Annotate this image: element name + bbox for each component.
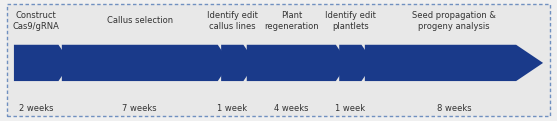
Text: Identify edit
plantlets: Identify edit plantlets xyxy=(325,11,376,31)
Text: Seed propagation &
progeny analysis: Seed propagation & progeny analysis xyxy=(412,11,496,31)
Text: Plant
regeneration: Plant regeneration xyxy=(264,11,319,31)
Text: 8 weeks: 8 weeks xyxy=(437,104,471,113)
Text: 2 weeks: 2 weeks xyxy=(19,104,53,113)
Text: 1 week: 1 week xyxy=(217,104,247,113)
Text: 1 week: 1 week xyxy=(335,104,365,113)
Text: 7 weeks: 7 weeks xyxy=(123,104,157,113)
Polygon shape xyxy=(62,45,230,81)
Polygon shape xyxy=(221,45,256,81)
Text: Identify edit
callus lines: Identify edit callus lines xyxy=(207,11,258,31)
Text: Callus selection: Callus selection xyxy=(107,16,173,25)
Polygon shape xyxy=(339,45,374,81)
Polygon shape xyxy=(14,45,71,81)
FancyBboxPatch shape xyxy=(7,4,550,116)
Polygon shape xyxy=(365,45,543,81)
Text: Construct
Cas9/gRNA: Construct Cas9/gRNA xyxy=(13,11,60,31)
Text: 4 weeks: 4 weeks xyxy=(274,104,309,113)
Polygon shape xyxy=(247,45,348,81)
